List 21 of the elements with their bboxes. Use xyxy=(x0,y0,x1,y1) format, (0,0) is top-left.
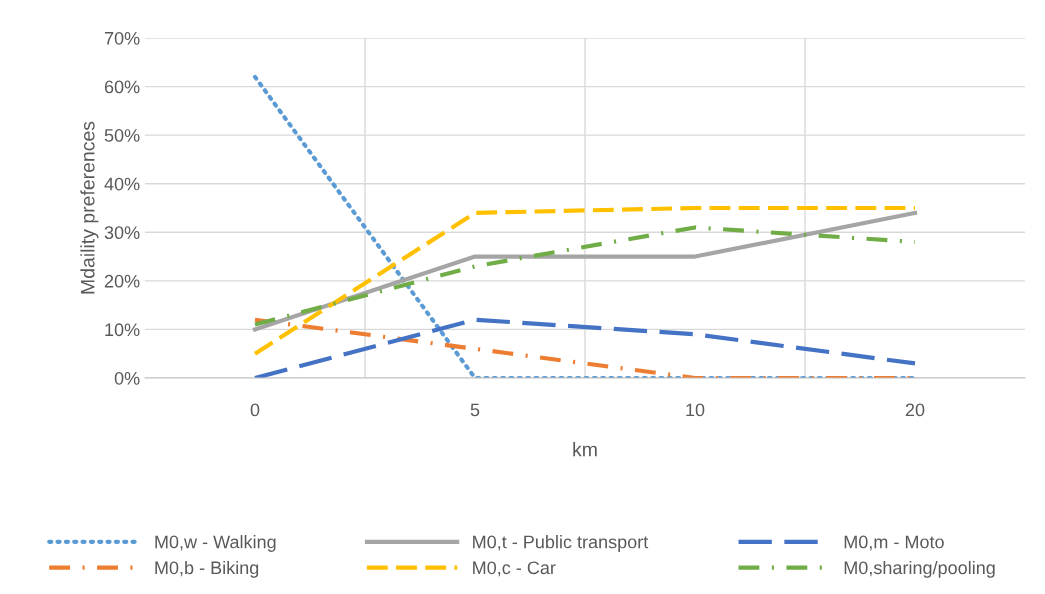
x-tick-label: 10 xyxy=(686,403,705,417)
legend-label: M0,w - Walking xyxy=(155,535,276,552)
y-tick-label: 0% xyxy=(114,371,140,385)
y-tick-label: 10% xyxy=(105,323,140,337)
y-tick-label: 70% xyxy=(104,31,140,45)
y-tick-label: 30% xyxy=(104,226,140,240)
x-tick-label: 20 xyxy=(905,403,925,417)
line-series xyxy=(252,225,918,327)
legend-label: M0,m - Moto xyxy=(844,535,944,551)
legend-label: M0,sharing/pooling xyxy=(844,560,995,578)
y-tick-label: 40% xyxy=(104,177,140,191)
x-axis-title: km xyxy=(573,442,597,457)
legend-label: M0,t - Public transport xyxy=(473,535,649,552)
x-tick-label: 0 xyxy=(250,403,260,417)
y-tick-label: 20% xyxy=(104,274,140,288)
legend-label: M0,b - Biking xyxy=(155,560,259,578)
y-tick-label: 50% xyxy=(104,129,140,142)
legend-label: M0,c - Car xyxy=(473,561,556,577)
x-tick-label: 5 xyxy=(470,403,480,417)
y-axis-title: Mdaility preferences xyxy=(80,121,99,294)
y-tick-label: 60% xyxy=(104,80,140,94)
